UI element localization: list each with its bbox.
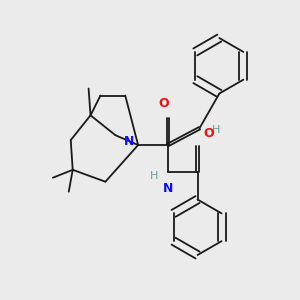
Text: H: H: [212, 125, 220, 135]
Text: N: N: [163, 182, 173, 195]
Text: O: O: [159, 98, 169, 110]
Text: H: H: [150, 171, 158, 181]
Text: N: N: [124, 135, 134, 148]
Text: O: O: [203, 127, 214, 140]
